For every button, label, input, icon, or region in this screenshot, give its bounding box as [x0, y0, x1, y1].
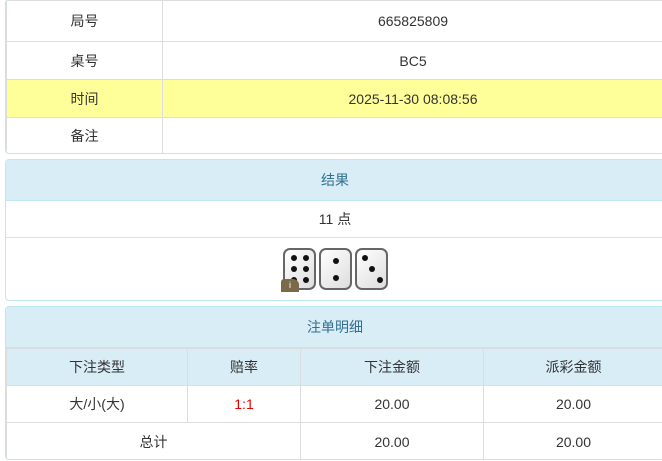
table-id: BC5 — [162, 41, 662, 80]
result-points: 11 点 — [6, 201, 662, 238]
table-row: 大/小(大) 1:1 20.00 20.00 — [6, 385, 662, 423]
bet-details-panel: 注单明细 下注类型 赔率 下注金额 派彩金额 大/小(大) 1:1 20.00 … — [5, 306, 662, 460]
payout: 20.00 — [483, 385, 662, 423]
total-amount: 20.00 — [300, 422, 484, 459]
row-remark: 备注 — [6, 117, 662, 153]
round-id: 665825809 — [162, 0, 662, 42]
label: 时间 — [6, 79, 163, 118]
dice-row: i — [6, 238, 662, 300]
total-payout: 20.00 — [483, 422, 662, 459]
bet-details-title: 注单明细 — [6, 307, 662, 348]
col-bet-type: 下注类型 — [6, 348, 188, 386]
result-title: 结果 — [6, 160, 662, 201]
bet-amount: 20.00 — [300, 385, 484, 423]
row-round-id: 局号 665825809 — [6, 0, 662, 42]
die-2-icon — [318, 248, 352, 290]
total-row: 总计 20.00 20.00 — [6, 422, 662, 459]
info-badge-icon[interactable]: i — [281, 279, 299, 292]
bets-header-row: 下注类型 赔率 下注金额 派彩金额 — [6, 348, 662, 386]
col-payout: 派彩金额 — [483, 348, 662, 386]
col-odds: 赔率 — [187, 348, 301, 386]
col-bet-amount: 下注金额 — [300, 348, 484, 386]
die-3-icon — [354, 248, 388, 290]
round-info-panel: 局号 665825809 桌号 BC5 时间 2025-11-30 08:08:56 … — [5, 0, 662, 154]
label: 局号 — [6, 0, 163, 42]
label: 备注 — [6, 117, 163, 153]
odds: 1:1 — [187, 385, 301, 423]
row-table-id: 桌号 BC5 — [6, 41, 662, 80]
row-time: 时间 2025-11-30 08:08:56 — [6, 79, 662, 118]
total-label: 总计 — [6, 422, 301, 459]
result-panel: 结果 11 点 i — [5, 159, 662, 301]
time: 2025-11-30 08:08:56 — [162, 79, 662, 118]
remark — [162, 117, 662, 153]
bet-type: 大/小(大) — [6, 385, 188, 423]
label: 桌号 — [6, 41, 163, 80]
